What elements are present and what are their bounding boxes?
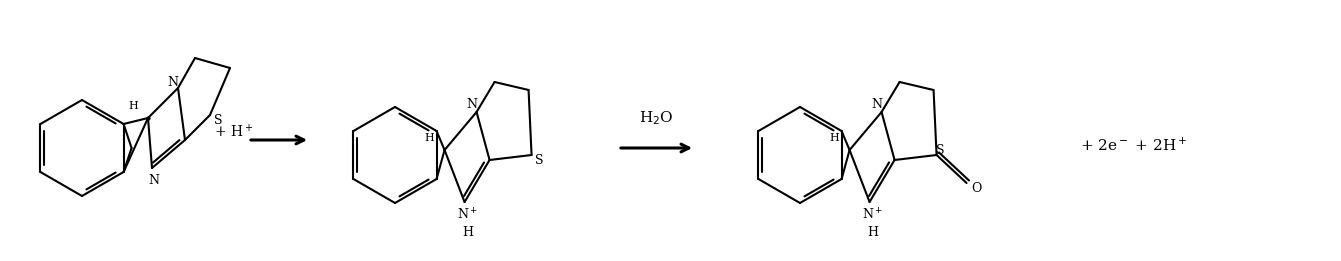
Text: H: H: [463, 226, 473, 239]
Text: N: N: [872, 98, 882, 110]
Text: + H$^+$: + H$^+$: [215, 123, 253, 141]
Text: N: N: [467, 98, 477, 110]
Text: H: H: [868, 226, 878, 239]
Text: N$^+$: N$^+$: [457, 207, 479, 223]
Text: N: N: [168, 76, 178, 90]
Text: N: N: [149, 174, 160, 187]
Text: H: H: [425, 133, 434, 143]
Text: N$^+$: N$^+$: [862, 207, 884, 223]
Text: H: H: [129, 101, 138, 111]
Text: H$_2$O: H$_2$O: [638, 109, 673, 127]
Text: S: S: [535, 153, 544, 167]
Text: + 2e$^-$ + 2H$^+$: + 2e$^-$ + 2H$^+$: [1080, 136, 1188, 154]
Text: S: S: [213, 114, 223, 127]
Text: O: O: [971, 181, 982, 194]
Text: H: H: [830, 133, 839, 143]
Text: S: S: [936, 144, 945, 157]
